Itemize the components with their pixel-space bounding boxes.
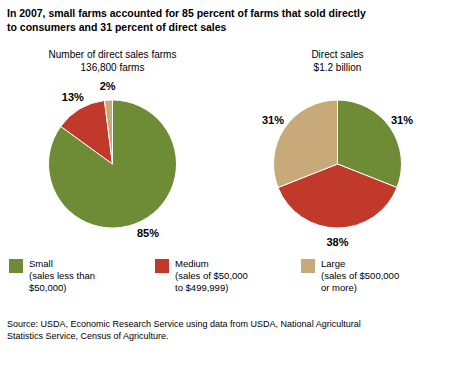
svg-text:85%: 85% bbox=[137, 227, 159, 239]
html-text:Small (sales less than $50,000: Small (sales less than $50,000) bbox=[29, 258, 95, 293]
html-text:Medium (sales of $50,000 to $4: Medium (sales of $50,000 to $499,999) bbox=[175, 258, 248, 293]
svg-text:2%: 2% bbox=[100, 80, 116, 92]
html-text:Large (sales of $500,000 or mo: Large (sales of $500,000 or more) bbox=[321, 258, 400, 293]
svg-text:31%: 31% bbox=[262, 114, 284, 126]
svg-text:38%: 38% bbox=[326, 236, 348, 248]
html-text:Number of direct sales farms: Number of direct sales farms bbox=[48, 49, 177, 60]
html-text:In 2007, small farms accounted: In 2007, small farms accounted for 85 pe… bbox=[7, 7, 366, 33]
svg-text:31%: 31% bbox=[391, 114, 413, 126]
html-text:$1.2 billion: $1.2 billion bbox=[313, 62, 362, 73]
svg-text:13%: 13% bbox=[62, 91, 84, 103]
html-text:Source: USDA, Economic Researc: Source: USDA, Economic Research Service … bbox=[7, 319, 361, 341]
html-text:Direct sales: Direct sales bbox=[311, 49, 364, 60]
html-text:136,800 farms: 136,800 farms bbox=[80, 62, 145, 73]
